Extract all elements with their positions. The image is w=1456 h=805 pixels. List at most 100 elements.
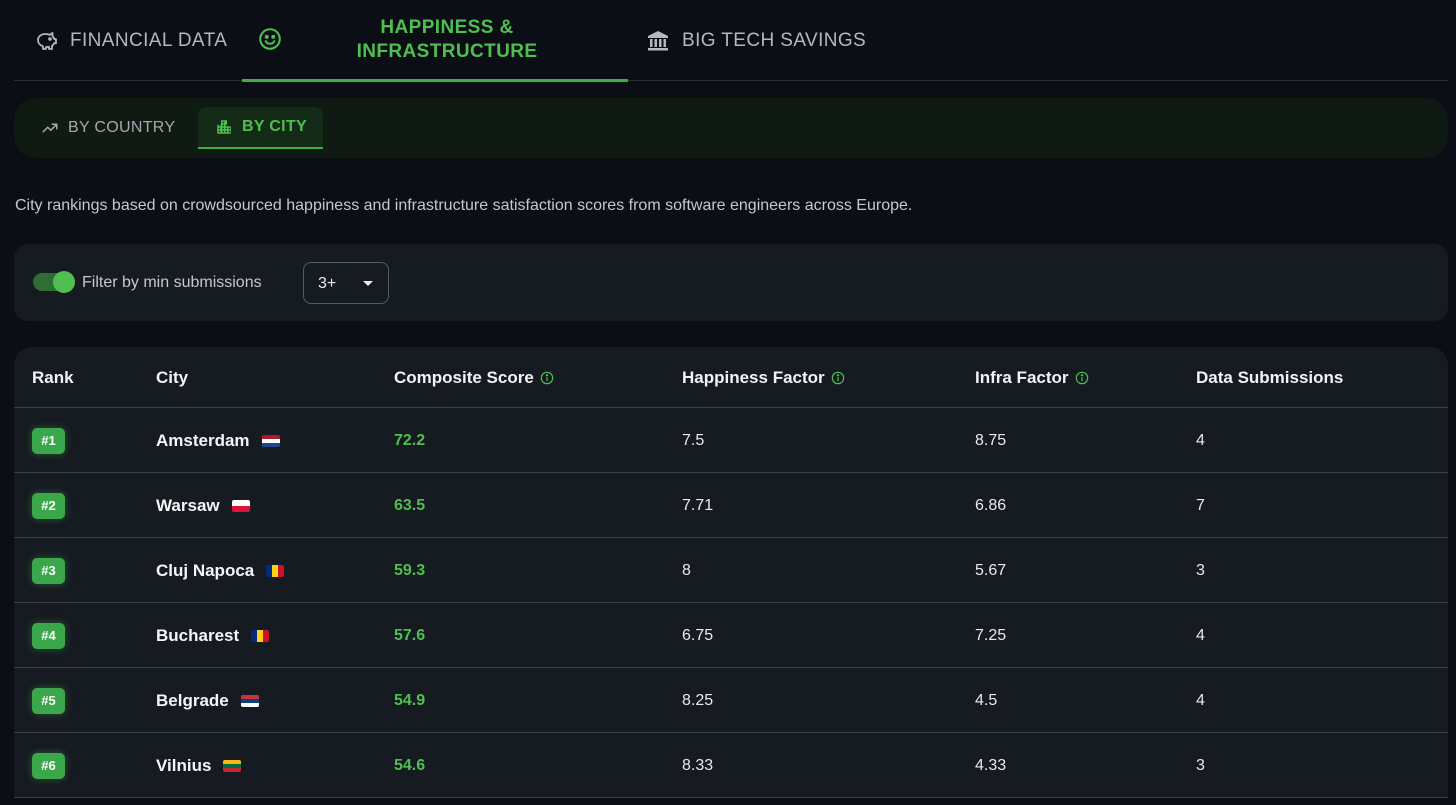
active-tab-indicator: [242, 79, 628, 82]
city-cell: Belgrade: [156, 691, 259, 711]
infra-factor: 8.75: [975, 432, 1007, 449]
composite-score: 63.5: [394, 497, 426, 514]
info-icon[interactable]: [540, 371, 554, 385]
rank-badge: #1: [32, 428, 65, 454]
happiness-factor: 8.33: [682, 757, 714, 774]
happiness-factor: 6.75: [682, 627, 714, 644]
infra-factor: 7.25: [975, 627, 1007, 644]
filter-bar: Filter by min submissions 3+: [14, 244, 1448, 321]
table-row[interactable]: #5 Belgrade 54.9 8.25 4.5 4: [14, 668, 1448, 733]
tab-financial-data[interactable]: FINANCIAL DATA: [32, 0, 227, 81]
city-cell: Warsaw: [156, 496, 250, 516]
tab-big-tech-savings[interactable]: BIG TECH SAVINGS: [644, 0, 866, 81]
table-row[interactable]: #6 Vilnius 54.6 8.33 4.33 3: [14, 733, 1448, 798]
smiley-icon: [256, 25, 284, 53]
header-city[interactable]: City: [156, 368, 188, 388]
infra-factor: 4.5: [975, 692, 998, 709]
rank-badge: #6: [32, 753, 65, 779]
tab-financial-data-label: FINANCIAL DATA: [70, 29, 228, 51]
trending-up-icon: [40, 118, 60, 138]
header-rank[interactable]: Rank: [32, 368, 74, 388]
happiness-factor: 7.71: [682, 497, 714, 514]
tab-happiness-infrastructure[interactable]: HAPPINESS & INFRASTRUCTURE: [242, 0, 628, 82]
main-tabs: FINANCIAL DATA HAPPINESS & INFRASTRUCTUR…: [14, 0, 1448, 82]
page-description: City rankings based on crowdsourced happ…: [15, 197, 913, 214]
view-subtabs: BY COUNTRY BY CITY: [14, 98, 1448, 158]
chevron-down-icon: [363, 281, 373, 286]
table-row[interactable]: #1 Amsterdam 72.2 7.5 8.75 4: [14, 408, 1448, 473]
data-submissions: 7: [1196, 497, 1205, 514]
happiness-factor: 8.25: [682, 692, 714, 709]
composite-score: 57.6: [394, 627, 426, 644]
city-cell: Vilnius: [156, 756, 242, 776]
city-name: Cluj Napoca: [156, 561, 255, 580]
city-cell: Amsterdam: [156, 431, 280, 451]
header-data-submissions[interactable]: Data Submissions: [1196, 368, 1343, 388]
data-submissions: 4: [1196, 692, 1205, 709]
table-row[interactable]: #4 Bucharest 57.6 6.75 7.25 4: [14, 603, 1448, 668]
header-infra-factor[interactable]: Infra Factor: [975, 368, 1089, 388]
info-icon[interactable]: [1075, 371, 1089, 385]
rank-badge: #4: [32, 623, 65, 649]
min-submissions-value: 3+: [318, 275, 337, 292]
composite-score: 54.9: [394, 692, 426, 709]
subtab-by-city[interactable]: BY CITY: [198, 107, 323, 149]
header-submissions-label: Data Submissions: [1196, 368, 1344, 387]
city-cell: Bucharest: [156, 626, 270, 646]
rankings-table: Rank City Composite Score Happiness Fact…: [14, 347, 1448, 798]
tab-happiness-label-line1: HAPPINESS &: [380, 17, 514, 38]
romania-flag-icon: [251, 630, 270, 642]
city-cell: Cluj Napoca: [156, 561, 285, 581]
romania-flag-icon: [266, 565, 285, 577]
table-header: Rank City Composite Score Happiness Fact…: [14, 347, 1448, 408]
city-name: Amsterdam: [156, 431, 250, 450]
infra-factor: 6.86: [975, 497, 1007, 514]
data-submissions: 4: [1196, 432, 1205, 449]
infra-factor: 5.67: [975, 562, 1007, 579]
rank-badge: #3: [32, 558, 65, 584]
data-submissions: 3: [1196, 562, 1205, 579]
netherlands-flag-icon: [261, 435, 280, 447]
subtab-by-country-label: BY COUNTRY: [68, 119, 176, 136]
tab-happiness-label-line2: INFRASTRUCTURE: [356, 41, 538, 62]
composite-score: 72.2: [394, 432, 426, 449]
city-name: Belgrade: [156, 691, 229, 710]
lithuania-flag-icon: [223, 760, 242, 772]
data-submissions: 4: [1196, 627, 1205, 644]
header-infra-label: Infra Factor: [975, 368, 1069, 387]
header-happiness-factor[interactable]: Happiness Factor: [682, 368, 845, 388]
city-name: Warsaw: [156, 496, 220, 515]
filter-label: Filter by min submissions: [82, 274, 262, 291]
table-row[interactable]: #3 Cluj Napoca 59.3 8 5.67 3: [14, 538, 1448, 603]
serbia-flag-icon: [240, 695, 259, 707]
tab-big-tech-savings-label: BIG TECH SAVINGS: [682, 29, 867, 51]
city-name: Vilnius: [156, 756, 212, 775]
info-icon[interactable]: [831, 371, 845, 385]
bank-building-icon: [644, 27, 672, 55]
city-icon: [214, 117, 234, 137]
happiness-factor: 8: [682, 562, 691, 579]
tab-happiness-label: HAPPINESS & INFRASTRUCTURE: [342, 16, 552, 64]
toggle-knob: [53, 271, 75, 293]
data-submissions: 3: [1196, 757, 1205, 774]
rank-badge: #2: [32, 493, 65, 519]
subtab-by-country[interactable]: BY COUNTRY: [24, 107, 191, 149]
header-rank-label: Rank: [32, 368, 74, 387]
city-name: Bucharest: [156, 626, 240, 645]
infra-factor: 4.33: [975, 757, 1007, 774]
composite-score: 54.6: [394, 757, 426, 774]
composite-score: 59.3: [394, 562, 426, 579]
table-row[interactable]: #2 Warsaw 63.5 7.71 6.86 7: [14, 473, 1448, 538]
happiness-factor: 7.5: [682, 432, 705, 449]
header-happiness-label: Happiness Factor: [682, 368, 825, 387]
poland-flag-icon: [231, 500, 250, 512]
header-composite-score[interactable]: Composite Score: [394, 368, 554, 388]
header-composite-label: Composite Score: [394, 368, 534, 387]
rank-badge: #5: [32, 688, 65, 714]
min-submissions-select[interactable]: 3+: [303, 262, 389, 304]
piggy-bank-icon: [32, 27, 60, 55]
header-city-label: City: [156, 368, 189, 387]
min-submissions-toggle[interactable]: [33, 271, 75, 293]
subtab-by-city-label: BY CITY: [242, 118, 307, 135]
